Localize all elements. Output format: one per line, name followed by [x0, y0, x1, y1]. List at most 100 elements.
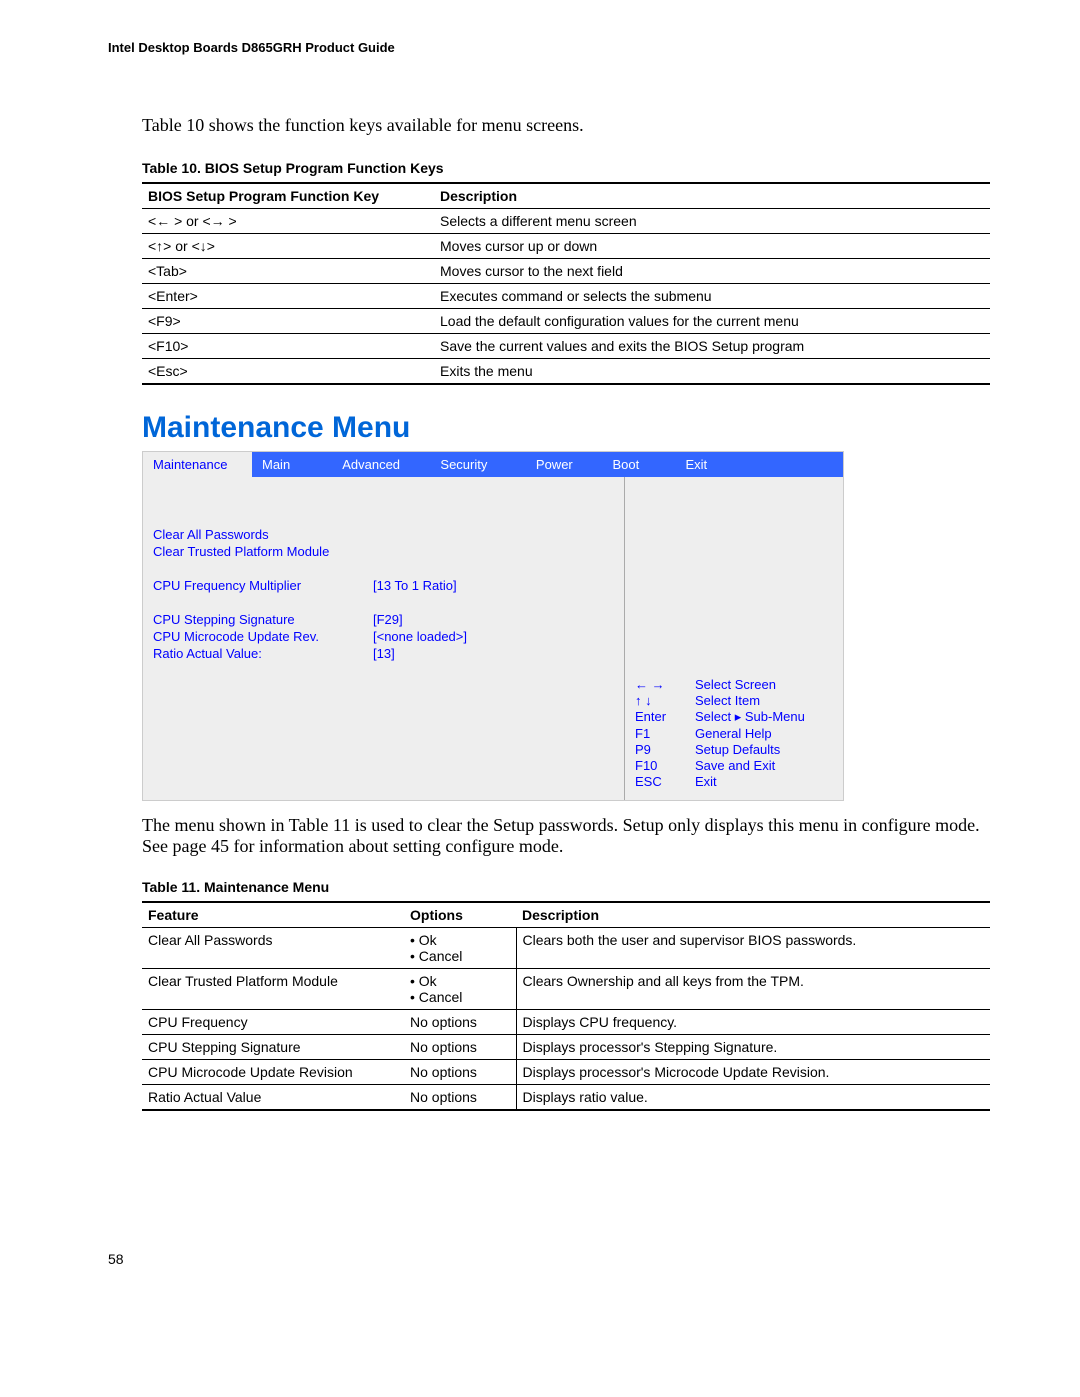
bios-help-desc: Save and Exit — [695, 758, 775, 773]
table-row: <F10>Save the current values and exits t… — [142, 334, 990, 359]
t11-feature-cell: Clear All Passwords — [142, 928, 404, 969]
t11-options-cell: No options — [404, 1085, 516, 1111]
t11-desc-cell: Clears Ownership and all keys from the T… — [516, 969, 990, 1010]
page-number: 58 — [108, 1251, 990, 1267]
t11-options-cell: • Ok • Cancel — [404, 928, 516, 969]
t10-header-key: BIOS Setup Program Function Key — [142, 183, 434, 209]
t10-desc-cell: Save the current values and exits the BI… — [434, 334, 990, 359]
bios-help-desc: Select Item — [695, 693, 760, 708]
bios-help-row: P9Setup Defaults — [635, 742, 835, 757]
intro-text: Table 10 shows the function keys availab… — [142, 115, 990, 136]
bios-help-key: P9 — [635, 742, 695, 757]
bios-item-value: [13 To 1 Ratio] — [373, 578, 457, 593]
t10-key-cell: <Esc> — [142, 359, 434, 385]
bios-item-label: Ratio Actual Value: — [153, 646, 373, 661]
t11-feature-cell: Ratio Actual Value — [142, 1085, 404, 1111]
t11-header-feature: Feature — [142, 902, 404, 928]
bios-help-row: F1General Help — [635, 726, 835, 741]
t10-desc-cell: Load the default configuration values fo… — [434, 309, 990, 334]
t10-key-cell: <F9> — [142, 309, 434, 334]
table-row: <Tab>Moves cursor to the next field — [142, 259, 990, 284]
bios-item-label: Clear Trusted Platform Module — [153, 544, 373, 559]
bios-item-label: CPU Stepping Signature — [153, 612, 373, 627]
bios-help-key: F10 — [635, 758, 695, 773]
bios-tab-advanced[interactable]: Advanced — [332, 452, 430, 477]
bios-help-row: F10Save and Exit — [635, 758, 835, 773]
bios-item-row: Clear Trusted Platform Module — [153, 544, 616, 559]
bios-tab-power[interactable]: Power — [526, 452, 603, 477]
bios-item-value: [<none loaded>] — [373, 629, 467, 644]
bios-item-label: CPU Frequency Multiplier — [153, 578, 373, 593]
bios-help-key: ESC — [635, 774, 695, 789]
doc-header: Intel Desktop Boards D865GRH Product Gui… — [108, 40, 990, 55]
table10-caption: Table 10. BIOS Setup Program Function Ke… — [142, 160, 990, 176]
bios-tab-exit[interactable]: Exit — [676, 452, 844, 477]
table-row: Clear All Passwords• Ok • CancelClears b… — [142, 928, 990, 969]
t10-desc-cell: Selects a different menu screen — [434, 209, 990, 234]
table-row: CPU FrequencyNo optionsDisplays CPU freq… — [142, 1010, 990, 1035]
table-row: <← > or <→ >Selects a different menu scr… — [142, 209, 990, 234]
t10-desc-cell: Moves cursor up or down — [434, 234, 990, 259]
bios-help-key: ← → — [635, 677, 695, 692]
table-row: Clear Trusted Platform Module• Ok • Canc… — [142, 969, 990, 1010]
bios-left-panel: Clear All Passwords Clear Trusted Platfor… — [143, 477, 625, 800]
table-11: Feature Options Description Clear All Pa… — [142, 901, 990, 1111]
bios-help-desc: General Help — [695, 726, 772, 741]
t10-key-cell: <F10> — [142, 334, 434, 359]
desc-paragraph: The menu shown in Table 11 is used to cl… — [142, 815, 990, 857]
t11-feature-cell: CPU Stepping Signature — [142, 1035, 404, 1060]
bios-help-row: ESCExit — [635, 774, 835, 789]
bios-item-label: Clear All Passwords — [153, 527, 373, 542]
bios-help-desc: Select Screen — [695, 677, 776, 692]
t11-header-options: Options — [404, 902, 516, 928]
t11-desc-cell: Clears both the user and supervisor BIOS… — [516, 928, 990, 969]
bios-help-row: ← →Select Screen — [635, 677, 835, 692]
bios-help-key: ↑ ↓ — [635, 693, 695, 708]
t11-options-cell: No options — [404, 1060, 516, 1085]
table-row: CPU Microcode Update RevisionNo optionsD… — [142, 1060, 990, 1085]
t11-feature-cell: CPU Microcode Update Revision — [142, 1060, 404, 1085]
t10-key-cell: <↑> or <↓> — [142, 234, 434, 259]
t11-header-desc: Description — [516, 902, 990, 928]
t10-desc-cell: Exits the menu — [434, 359, 990, 385]
table-row: <↑> or <↓>Moves cursor up or down — [142, 234, 990, 259]
bios-help-desc: Setup Defaults — [695, 742, 780, 757]
t11-desc-cell: Displays ratio value. — [516, 1085, 990, 1111]
t11-desc-cell: Displays processor's Stepping Signature. — [516, 1035, 990, 1060]
t10-desc-cell: Moves cursor to the next field — [434, 259, 990, 284]
bios-tab-maintenance[interactable]: Maintenance — [143, 452, 252, 477]
t11-feature-cell: CPU Frequency — [142, 1010, 404, 1035]
table-10: BIOS Setup Program Function Key Descript… — [142, 182, 990, 385]
t10-key-cell: <Tab> — [142, 259, 434, 284]
bios-screen: MaintenanceMainAdvancedSecurityPowerBoot… — [142, 451, 844, 801]
bios-item-label: CPU Microcode Update Rev. — [153, 629, 373, 644]
table-row: CPU Stepping SignatureNo optionsDisplays… — [142, 1035, 990, 1060]
bios-tab-boot[interactable]: Boot — [603, 452, 676, 477]
table-row: <Esc>Exits the menu — [142, 359, 990, 385]
bios-item-row: CPU Stepping Signature[F29] — [153, 612, 616, 627]
bios-help-key: F1 — [635, 726, 695, 741]
t11-desc-cell: Displays processor's Microcode Update Re… — [516, 1060, 990, 1085]
bios-tabs: MaintenanceMainAdvancedSecurityPowerBoot… — [143, 452, 843, 477]
bios-item-row: Clear All Passwords — [153, 527, 616, 542]
section-heading: Maintenance Menu — [142, 411, 990, 445]
bios-tab-security[interactable]: Security — [430, 452, 526, 477]
bios-help-desc: Exit — [695, 774, 717, 789]
bios-help-panel: ← →Select Screen↑ ↓Select ItemEnterSelec… — [625, 477, 843, 800]
bios-item-value: [F29] — [373, 612, 403, 627]
bios-tab-main[interactable]: Main — [252, 452, 332, 477]
bios-item-row: Ratio Actual Value:[13] — [153, 646, 616, 661]
t10-key-cell: <← > or <→ > — [142, 209, 434, 234]
t11-options-cell: • Ok • Cancel — [404, 969, 516, 1010]
table-row: <F9>Load the default configuration value… — [142, 309, 990, 334]
t10-desc-cell: Executes command or selects the submenu — [434, 284, 990, 309]
bios-help-row: ↑ ↓Select Item — [635, 693, 835, 708]
bios-help-key: Enter — [635, 709, 695, 725]
bios-item-row — [153, 595, 616, 610]
table11-caption: Table 11. Maintenance Menu — [142, 879, 990, 895]
bios-help-row: EnterSelect ▸ Sub-Menu — [635, 709, 835, 725]
bios-item-row: CPU Microcode Update Rev.[<none loaded>] — [153, 629, 616, 644]
t11-options-cell: No options — [404, 1010, 516, 1035]
t11-options-cell: No options — [404, 1035, 516, 1060]
table-row: Ratio Actual ValueNo optionsDisplays rat… — [142, 1085, 990, 1111]
